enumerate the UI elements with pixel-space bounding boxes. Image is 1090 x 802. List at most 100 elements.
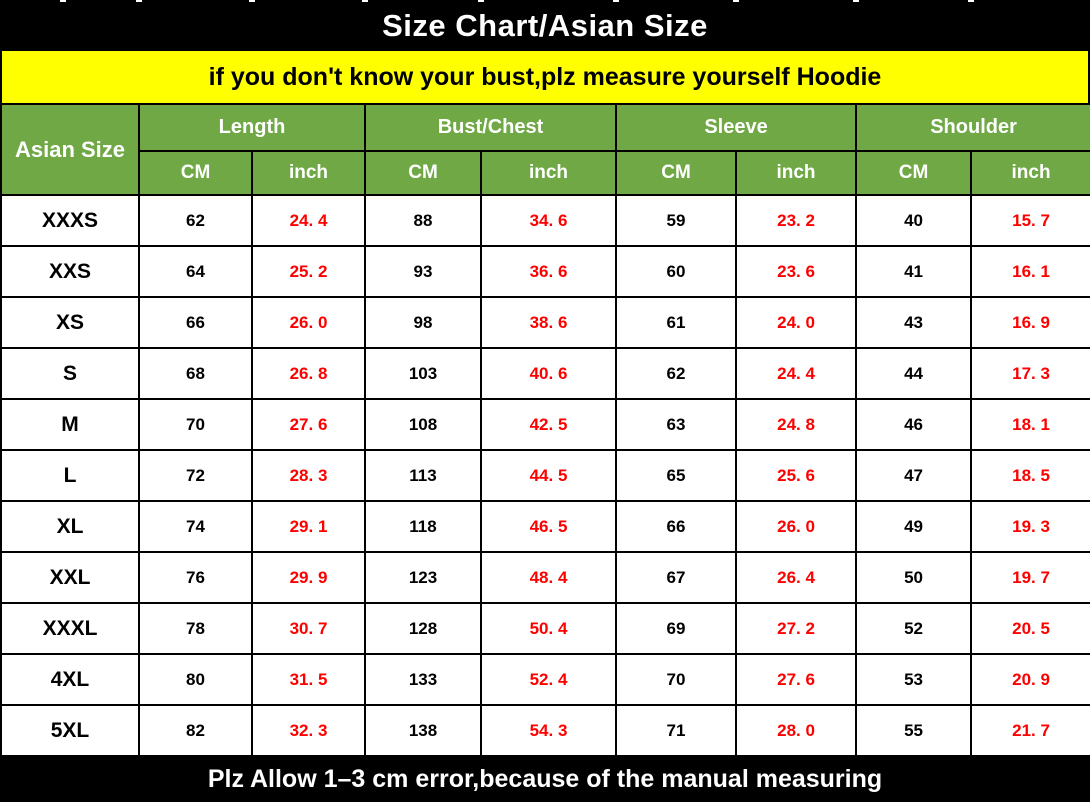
sleeve-cm-value: 59 [615,194,738,247]
bust-cm-value: 98 [364,296,482,349]
length-inch-value: 28. 3 [251,449,366,502]
shoulder-inch-value: 21. 7 [970,704,1090,757]
table-row-xxxl: XXXL 78 30. 7 128 50. 4 69 27. 2 52 20. … [0,602,1090,655]
shoulder-cm-value: 50 [855,551,973,604]
bust-cm-value: 93 [364,245,482,298]
length-cm-value: 76 [138,551,253,604]
shoulder-cm-value: 47 [855,449,973,502]
shoulder-cm-value: 49 [855,500,973,553]
subheader-sleeve-inch: inch [735,150,858,196]
length-cm-value: 74 [138,500,253,553]
shoulder-cm-value: 40 [855,194,973,247]
sleeve-inch-value: 23. 6 [735,245,858,298]
length-inch-value: 32. 3 [251,704,366,757]
group-header-sleeve: Sleeve [615,103,858,152]
subheader-sleeve-cm: CM [615,150,738,196]
table-row-m: M 70 27. 6 108 42. 5 63 24. 8 46 18. 1 [0,398,1090,451]
size-label: 5XL [0,704,140,757]
notice-bar: if you don't know your bust,plz measure … [0,51,1090,103]
bust-cm-value: 103 [364,347,482,400]
sleeve-inch-value: 24. 4 [735,347,858,400]
shoulder-inch-value: 18. 1 [970,398,1090,451]
bust-inch-value: 54. 3 [479,704,618,757]
bust-inch-value: 46. 5 [479,500,618,553]
size-label: XS [0,296,140,349]
size-label: M [0,398,140,451]
length-cm-value: 70 [138,398,253,451]
shoulder-inch-value: 18. 5 [970,449,1090,502]
shoulder-cm-value: 52 [855,602,973,655]
length-cm-value: 82 [138,704,253,757]
shoulder-inch-value: 15. 7 [970,194,1090,247]
size-label: L [0,449,140,502]
table-row-xxs: XXS 64 25. 2 93 36. 6 60 23. 6 41 16. 1 [0,245,1090,298]
sleeve-cm-value: 67 [615,551,738,604]
subheader-length-inch: inch [251,150,366,196]
subheader-shoulder-cm: CM [855,150,973,196]
length-cm-value: 80 [138,653,253,706]
size-label: XXS [0,245,140,298]
bust-cm-value: 118 [364,500,482,553]
bust-cm-value: 133 [364,653,482,706]
length-cm-value: 62 [138,194,253,247]
shoulder-cm-value: 53 [855,653,973,706]
size-table: Asian Size Length Bust/Chest Sleeve Shou… [0,103,1090,757]
sleeve-cm-value: 70 [615,653,738,706]
shoulder-inch-value: 20. 5 [970,602,1090,655]
size-label: XXXS [0,194,140,247]
length-inch-value: 29. 9 [251,551,366,604]
bust-inch-value: 48. 4 [479,551,618,604]
sleeve-inch-value: 26. 0 [735,500,858,553]
sleeve-cm-value: 69 [615,602,738,655]
table-row-xxl: XXL 76 29. 9 123 48. 4 67 26. 4 50 19. 7 [0,551,1090,604]
table-row-l: L 72 28. 3 113 44. 5 65 25. 6 47 18. 5 [0,449,1090,502]
length-inch-value: 26. 0 [251,296,366,349]
page-title: Size Chart/Asian Size [382,7,708,43]
bust-inch-value: 40. 6 [479,347,618,400]
sleeve-inch-value: 28. 0 [735,704,858,757]
subheader-length-cm: CM [138,150,253,196]
table-row-4xl: 4XL 80 31. 5 133 52. 4 70 27. 6 53 20. 9 [0,653,1090,706]
length-inch-value: 30. 7 [251,602,366,655]
sleeve-inch-value: 24. 8 [735,398,858,451]
length-cm-value: 66 [138,296,253,349]
bust-cm-value: 123 [364,551,482,604]
subheader-bust-cm: CM [364,150,482,196]
shoulder-inch-value: 16. 9 [970,296,1090,349]
table-row-5xl: 5XL 82 32. 3 138 54. 3 71 28. 0 55 21. 7 [0,704,1090,757]
length-inch-value: 29. 1 [251,500,366,553]
length-inch-value: 27. 6 [251,398,366,451]
table-row-xs: XS 66 26. 0 98 38. 6 61 24. 0 43 16. 9 [0,296,1090,349]
length-inch-value: 24. 4 [251,194,366,247]
size-label: XL [0,500,140,553]
length-cm-value: 78 [138,602,253,655]
footer-text: Plz Allow 1–3 cm error,because of the ma… [207,765,883,793]
sleeve-inch-value: 23. 2 [735,194,858,247]
table-row-xl: XL 74 29. 1 118 46. 5 66 26. 0 49 19. 3 [0,500,1090,553]
shoulder-cm-value: 46 [855,398,973,451]
sleeve-cm-value: 62 [615,347,738,400]
bust-inch-value: 34. 6 [479,194,618,247]
notice-text: if you don't know your bust,plz measure … [208,62,882,91]
sleeve-inch-value: 27. 6 [735,653,858,706]
bust-cm-value: 128 [364,602,482,655]
corner-header: Asian Size [0,103,140,196]
subheader-shoulder-inch: inch [970,150,1090,196]
group-header-bust-chest: Bust/Chest [363,103,618,152]
bust-inch-value: 44. 5 [479,449,618,502]
table-row-s: S 68 26. 8 103 40. 6 62 24. 4 44 17. 3 [0,347,1090,400]
length-cm-value: 68 [138,347,253,400]
title-bar: Size Chart/Asian Size [0,0,1090,51]
bust-cm-value: 88 [364,194,482,247]
shoulder-cm-value: 43 [855,296,973,349]
shoulder-inch-value: 19. 3 [970,500,1090,553]
sleeve-cm-value: 65 [615,449,738,502]
group-header-length: Length [138,103,366,152]
shoulder-cm-value: 41 [855,245,973,298]
bust-inch-value: 50. 4 [479,602,618,655]
sleeve-inch-value: 24. 0 [735,296,858,349]
bust-inch-value: 36. 6 [479,245,618,298]
sleeve-cm-value: 63 [615,398,738,451]
sleeve-cm-value: 60 [615,245,738,298]
